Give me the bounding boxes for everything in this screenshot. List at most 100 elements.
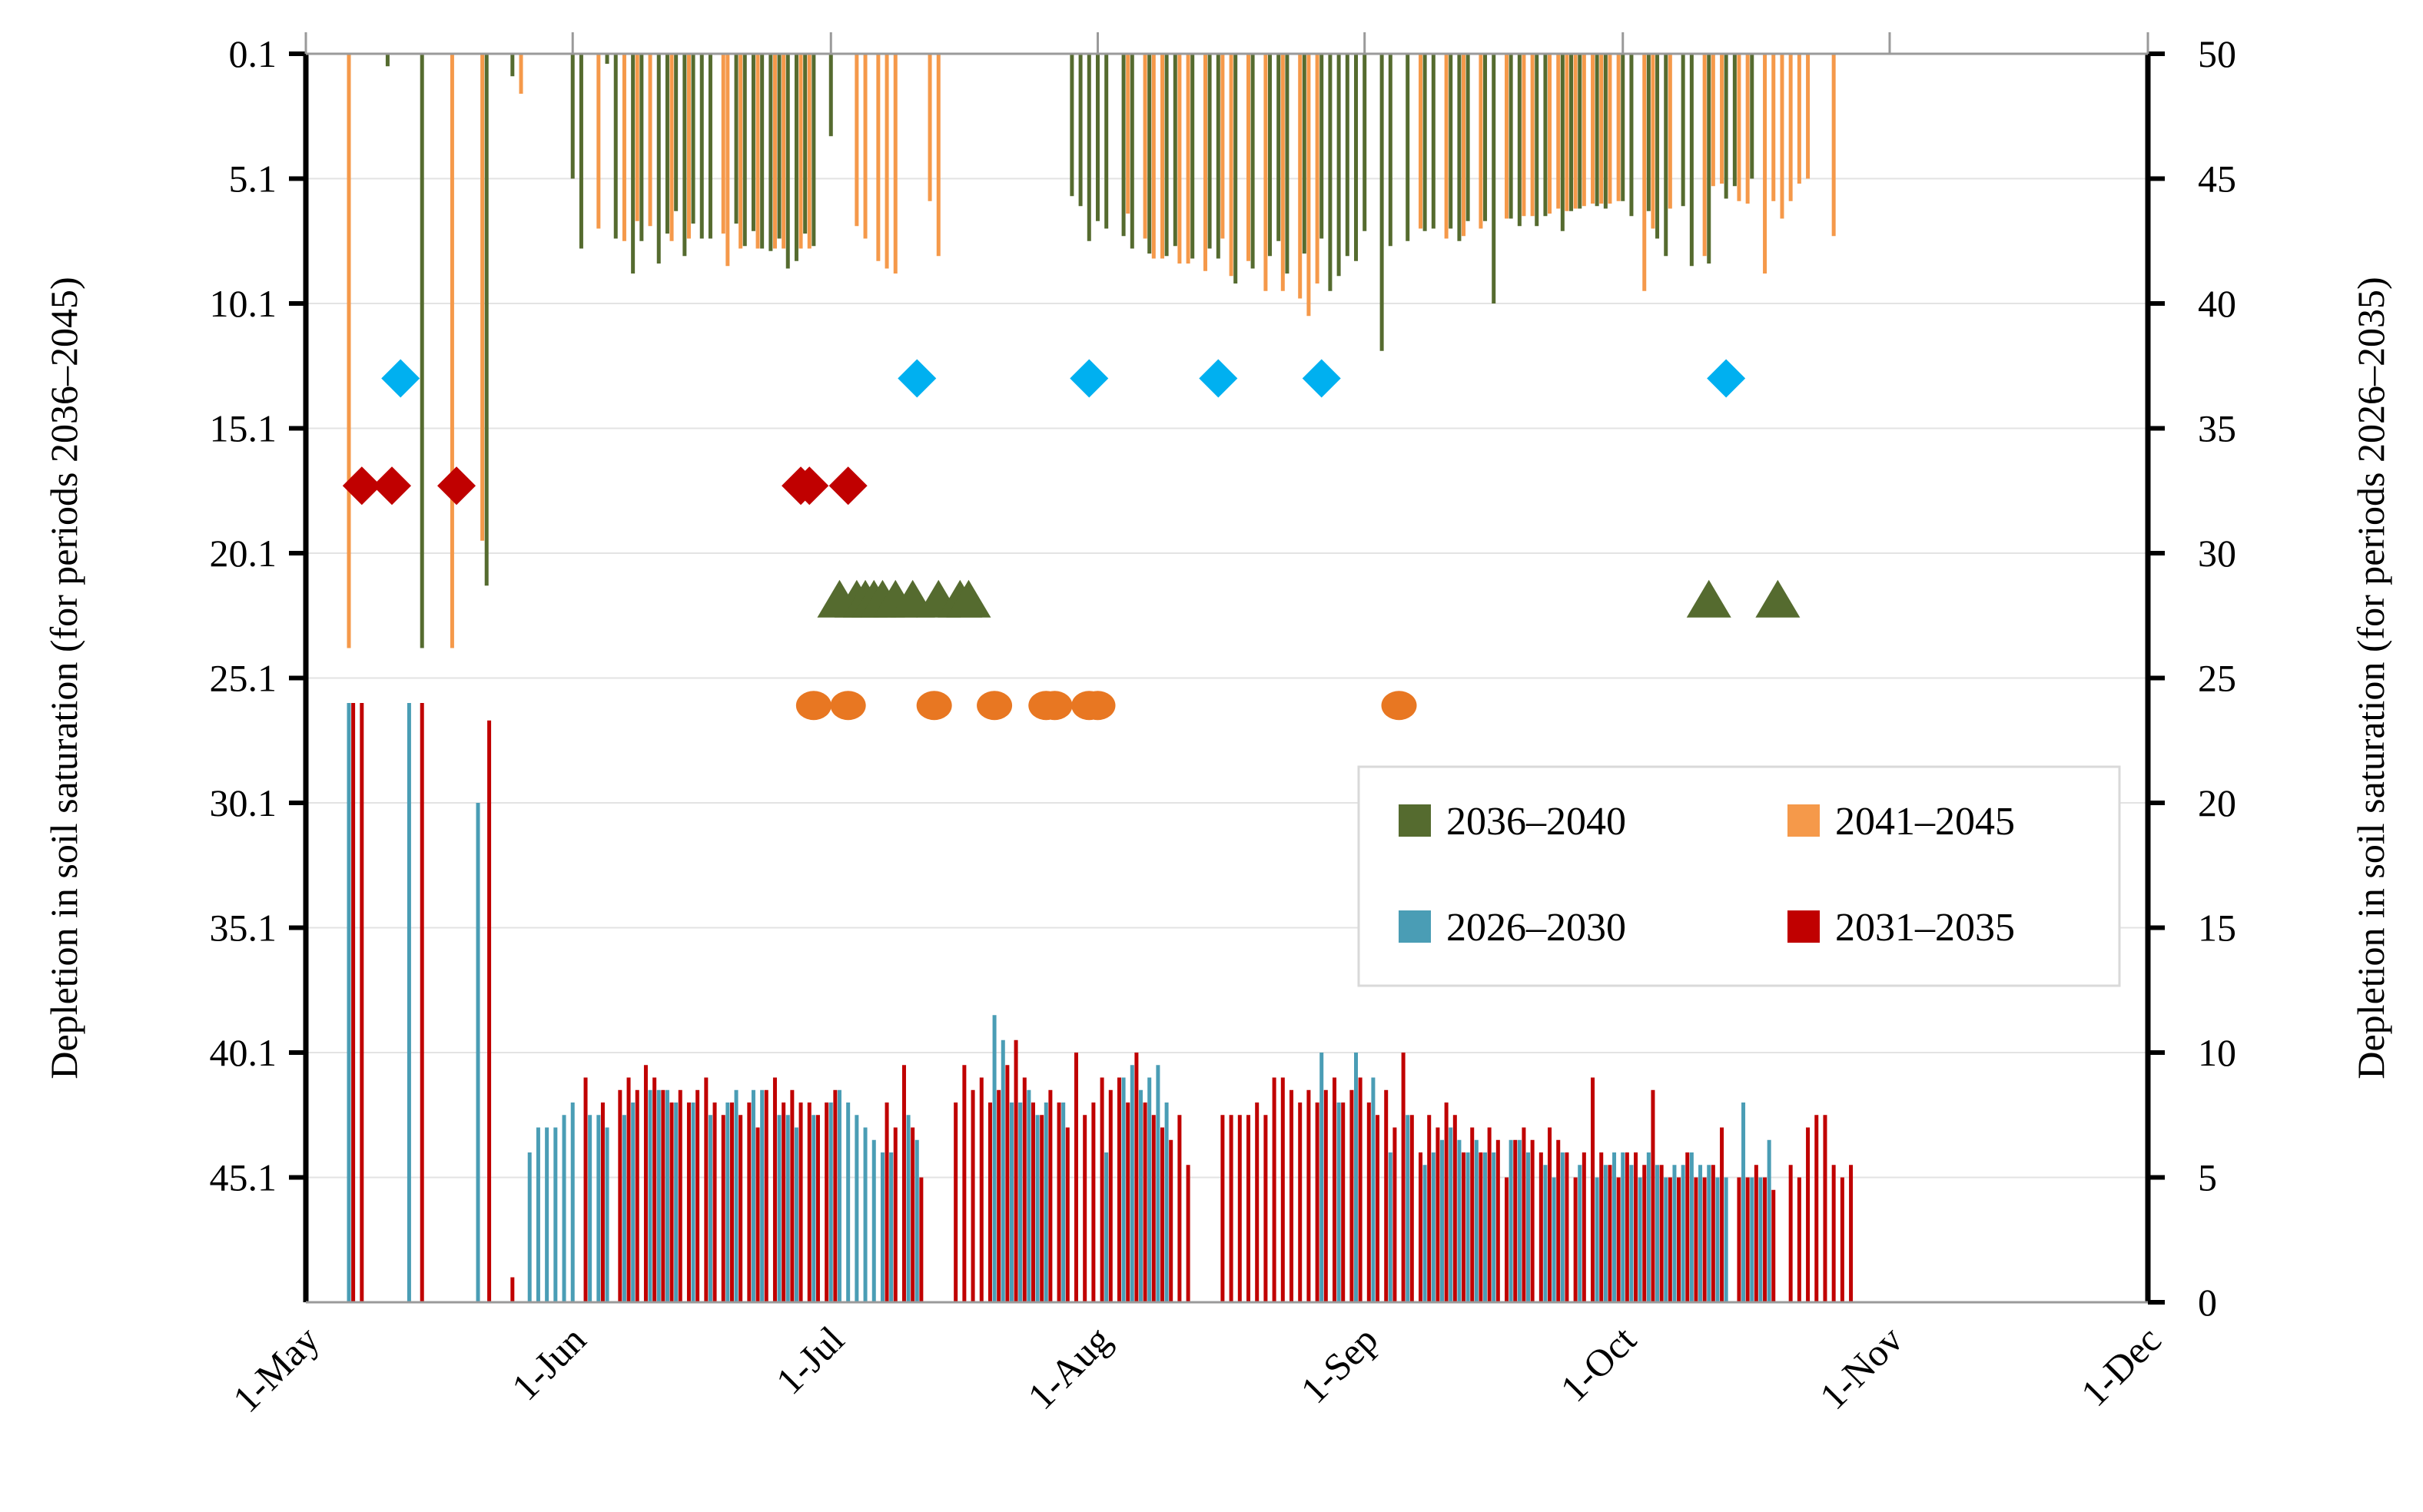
bar-2031–2035 [1495, 1139, 1500, 1302]
bar-2031–2035 [1625, 1152, 1629, 1302]
bar-2031–2035 [1083, 1115, 1087, 1302]
marker-diamond [381, 359, 420, 398]
bar-2036–2040 [639, 54, 644, 241]
bar-2036–2040 [665, 54, 669, 234]
bar-2041–2045 [1306, 54, 1311, 317]
bar-2036–2040 [1328, 54, 1333, 291]
bar-2036–2040 [812, 54, 816, 247]
bar-2041–2045 [863, 54, 868, 239]
bar-2036–2040 [768, 54, 773, 251]
marker-triangle [946, 579, 991, 618]
bar-2031–2035 [1505, 1177, 1509, 1302]
bar-2041–2045 [1522, 54, 1526, 217]
marker-diamond [373, 466, 412, 506]
bar-2031–2035 [1100, 1077, 1104, 1302]
bar-2036–2040 [1535, 54, 1539, 227]
bar-2036–2040 [656, 54, 661, 264]
bar-2026–2030 [407, 703, 411, 1302]
bar-2026–2030 [1552, 1177, 1556, 1302]
bar-2026–2030 [605, 1127, 609, 1302]
bar-2031–2035 [1143, 1102, 1147, 1302]
bar-2026–2030 [570, 1102, 575, 1302]
bar-2031–2035 [729, 1102, 734, 1302]
bar-2041–2045 [1444, 54, 1449, 239]
bar-2031–2035 [1556, 1139, 1561, 1302]
bar-2026–2030 [553, 1127, 558, 1302]
bar-2031–2035 [1436, 1127, 1440, 1302]
bar-2031–2035 [911, 1127, 915, 1302]
bar-2026–2030 [734, 1089, 739, 1302]
bar-2026–2030 [1130, 1065, 1134, 1302]
bar-2031–2035 [583, 1077, 588, 1302]
bar-2026–2030 [1672, 1165, 1677, 1302]
bar-2036–2040 [1276, 54, 1281, 241]
bar-2031–2035 [678, 1089, 682, 1302]
bar-2031–2035 [885, 1102, 889, 1302]
left-tick-label: 45.1 [210, 1156, 277, 1199]
bar-2031–2035 [1470, 1127, 1475, 1302]
bar-2041–2045 [648, 54, 652, 227]
bar-2031–2035 [1255, 1102, 1260, 1302]
bar-2041–2045 [1530, 54, 1535, 217]
bar-2031–2035 [1134, 1053, 1139, 1302]
bar-2036–2040 [1724, 54, 1728, 199]
bar-2041–2045 [755, 54, 760, 249]
bar-2041–2045 [798, 54, 803, 249]
bar-2031–2035 [1702, 1177, 1707, 1302]
bar-2041–2045 [1419, 54, 1423, 229]
bar-2031–2035 [1126, 1102, 1130, 1302]
bar-2031–2035 [1849, 1165, 1854, 1302]
bar-2031–2035 [695, 1089, 700, 1302]
legend-label: 2026–2030 [1446, 906, 1626, 950]
bar-2026–2030 [545, 1127, 549, 1302]
bar-2026–2030 [777, 1115, 782, 1302]
legend-label: 2031–2035 [1835, 906, 2015, 950]
bar-2026–2030 [871, 1139, 876, 1302]
bar-2031–2035 [1737, 1177, 1741, 1302]
bar-2041–2045 [1263, 54, 1268, 291]
right-tick-label: 20 [2198, 781, 2236, 824]
bar-2031–2035 [739, 1115, 743, 1302]
bar-2041–2045 [1280, 54, 1285, 291]
bar-2026–2030 [1758, 1177, 1763, 1302]
bar-2031–2035 [1720, 1127, 1724, 1302]
bar-2041–2045 [725, 54, 730, 267]
marker-circle [795, 691, 831, 721]
bar-2031–2035 [1745, 1177, 1750, 1302]
bar-2026–2030 [863, 1127, 868, 1302]
bar-2031–2035 [1823, 1115, 1827, 1302]
bar-2026–2030 [1156, 1065, 1160, 1302]
bar-2026–2030 [1681, 1165, 1685, 1302]
bar-2041–2045 [1582, 54, 1586, 207]
bar-2041–2045 [1462, 54, 1466, 237]
bar-2036–2040 [1517, 54, 1522, 227]
bar-2026–2030 [1698, 1165, 1703, 1302]
bar-2036–2040 [1070, 54, 1074, 197]
bar-2031–2035 [1186, 1165, 1190, 1302]
bar-2031–2035 [1522, 1127, 1526, 1302]
bar-2036–2040 [1078, 54, 1083, 207]
bar-2031–2035 [1651, 1089, 1655, 1302]
bar-2031–2035 [1366, 1102, 1371, 1302]
bar-2026–2030 [1138, 1089, 1143, 1302]
bar-2041–2045 [855, 54, 859, 227]
bar-2036–2040 [1087, 54, 1091, 241]
bar-2026–2030 [1422, 1165, 1427, 1302]
bar-2031–2035 [1754, 1165, 1758, 1302]
bar-2026–2030 [536, 1127, 540, 1302]
bar-2031–2035 [1237, 1115, 1242, 1302]
bar-2031–2035 [1392, 1127, 1397, 1302]
bar-2036–2040 [1560, 54, 1565, 231]
bar-2036–2040 [1130, 54, 1134, 249]
right-tick-label: 50 [2198, 32, 2236, 75]
bar-2031–2035 [1479, 1152, 1483, 1302]
left-tick-label: 20.1 [210, 532, 277, 575]
bar-2031–2035 [1599, 1152, 1604, 1302]
bar-2041–2045 [1599, 54, 1604, 204]
bar-2041–2045 [1642, 54, 1647, 291]
bar-2031–2035 [1306, 1089, 1311, 1302]
bar-2036–2040 [708, 54, 712, 239]
bar-2031–2035 [1711, 1165, 1715, 1302]
bar-2036–2040 [1621, 54, 1625, 201]
bar-2026–2030 [1595, 1177, 1599, 1302]
